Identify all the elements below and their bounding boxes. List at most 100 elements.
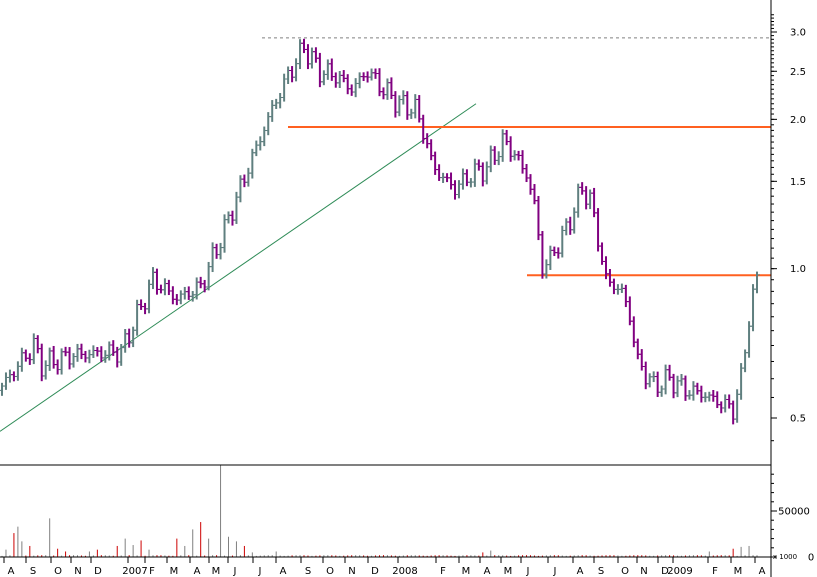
price-bar: [281, 73, 288, 102]
price-bar: [6, 369, 13, 383]
y-tick-label: 2.0: [790, 115, 806, 126]
price-bar: [428, 139, 435, 161]
price-bar: [583, 186, 590, 210]
price-bar: [217, 242, 224, 260]
price-pane: [0, 37, 771, 432]
price-bar: [662, 364, 669, 395]
price-bar: [165, 279, 172, 296]
price-bar: [114, 346, 121, 368]
x-tick-label: M: [212, 566, 221, 577]
price-bar: [475, 159, 482, 171]
price-bar: [539, 231, 546, 279]
x-tick-label: 2008: [392, 566, 417, 577]
price-bar: [698, 385, 705, 403]
x-tick-label: J: [233, 566, 237, 577]
price-bar: [241, 174, 248, 188]
price-bar: [392, 91, 399, 118]
price-bar: [320, 70, 327, 86]
price-bar: [34, 335, 41, 354]
price-bar: [511, 150, 518, 161]
x-tick-label: 2009: [667, 566, 692, 577]
price-bar: [606, 269, 613, 287]
x-tick-label: A: [577, 566, 584, 577]
price-bar: [86, 349, 93, 364]
x-tick-label: 2007: [122, 566, 147, 577]
price-bar: [122, 329, 129, 353]
trendline: [0, 103, 477, 432]
price-bar: [440, 172, 447, 183]
price-bar: [726, 394, 733, 409]
price-bar: [153, 268, 160, 295]
price-bar: [654, 371, 661, 397]
price-bar: [408, 108, 415, 119]
price-bar: [730, 400, 737, 425]
price-bar: [328, 58, 335, 81]
price-bar: [694, 382, 701, 395]
x-tick-label: A: [280, 566, 287, 577]
volume-pane: [1, 465, 758, 557]
price-bar: [503, 129, 510, 146]
price-bar: [396, 95, 403, 117]
price-bar: [487, 145, 494, 173]
price-bar: [130, 326, 137, 348]
x-tick-label: A: [759, 566, 766, 577]
price-bar: [193, 277, 200, 300]
x-tick-label: O: [326, 566, 334, 577]
x-tick-label: M: [504, 566, 513, 577]
price-bar: [547, 245, 554, 270]
price-bar: [50, 345, 57, 369]
price-bar: [479, 162, 486, 187]
price-bar: [257, 136, 264, 151]
price-bar: [312, 47, 319, 63]
price-bar: [448, 172, 455, 190]
price-bar: [507, 136, 514, 162]
price-bar: [670, 373, 677, 399]
price-bar: [324, 59, 331, 80]
price-bar: [563, 218, 570, 236]
price-bar: [658, 385, 665, 397]
x-tick-label: D: [94, 566, 102, 577]
price-bar: [62, 346, 69, 357]
price-bar: [177, 290, 184, 305]
price-bar: [467, 178, 474, 188]
price-bar: [78, 343, 85, 360]
x-tick-label: O: [621, 566, 629, 577]
price-bar: [579, 182, 586, 195]
x-tick-label: S: [598, 566, 604, 577]
x-tick-label: A: [8, 566, 15, 577]
price-bar: [169, 286, 176, 305]
price-bar: [74, 343, 81, 362]
price-bar: [400, 90, 407, 105]
x-tick-label: S: [305, 566, 311, 577]
price-bar: [110, 340, 117, 356]
price-bar: [126, 328, 133, 348]
price-bar: [714, 391, 721, 409]
price-bar: [138, 299, 145, 310]
x-tick-label: A: [484, 566, 491, 577]
price-bar: [348, 84, 355, 96]
price-bar: [304, 44, 311, 70]
price-bar: [245, 167, 252, 187]
price-bar: [185, 286, 192, 300]
price-bar: [265, 112, 272, 136]
price-bar: [2, 372, 9, 390]
price-bar: [249, 148, 256, 179]
x-tick-label: S: [30, 566, 36, 577]
price-bar: [384, 78, 391, 100]
y-tick-label: 2.5: [790, 67, 806, 78]
price-bar: [610, 278, 617, 295]
price-bar: [432, 151, 439, 175]
price-bar: [181, 286, 188, 300]
price-bar: [674, 375, 681, 398]
y-tick-label: 1.5: [790, 177, 806, 188]
price-bar: [22, 349, 29, 362]
price-bar: [54, 359, 61, 375]
price-bar: [344, 74, 351, 95]
price-bar: [718, 401, 725, 414]
price-bar: [495, 151, 502, 166]
price-bar: [638, 349, 645, 371]
x-tick-label: N: [640, 566, 647, 577]
x-tick-label: N: [348, 566, 355, 577]
volume-unit-label: x 1000: [773, 553, 797, 561]
x-tick-label: O: [54, 566, 62, 577]
